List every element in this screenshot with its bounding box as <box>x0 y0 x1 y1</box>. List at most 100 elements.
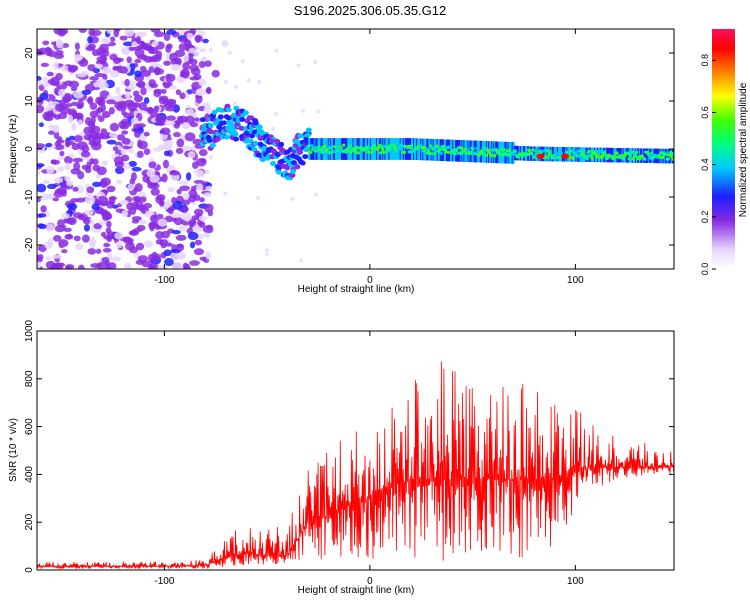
noise-blob <box>52 197 60 202</box>
noise-blob <box>196 183 204 192</box>
y-tick-label: 200 <box>24 513 35 530</box>
noise-blob <box>96 166 107 176</box>
noise-blob <box>198 78 207 87</box>
onset-blob <box>199 117 206 123</box>
colorbar-label: Normalized spectral amplitude <box>738 82 749 217</box>
noise-blob <box>113 156 124 165</box>
noise-blob <box>121 137 131 145</box>
noise-blob <box>121 209 128 218</box>
noise-blob <box>137 139 143 148</box>
carrier-band <box>420 138 423 161</box>
noise-blob <box>273 112 278 117</box>
noise-blob <box>37 254 44 260</box>
noise-blob <box>71 122 77 132</box>
noise-blob <box>116 179 123 185</box>
peak-spot <box>536 153 545 159</box>
noise-blob <box>84 83 96 92</box>
noise-blob <box>187 53 194 62</box>
noise-blob <box>40 205 47 213</box>
onset-blob <box>274 138 281 144</box>
noise-blob <box>56 166 65 172</box>
noise-blob <box>165 73 171 83</box>
carrier-blob <box>671 157 674 162</box>
carrier-band <box>491 141 494 163</box>
noise-blob <box>207 210 214 217</box>
noise-blob <box>84 195 96 205</box>
noise-blob <box>63 80 73 86</box>
noise-blob <box>121 130 129 135</box>
noise-blob <box>157 264 168 269</box>
noise-blob <box>126 56 132 64</box>
noise-blob <box>83 126 92 135</box>
carrier-band <box>400 138 403 160</box>
noise-blob <box>109 53 118 61</box>
noise-blob <box>65 140 75 146</box>
carrier-blob <box>670 152 674 156</box>
noise-blob <box>98 58 107 64</box>
noise-blob <box>76 73 87 78</box>
y-tick-label: 0 <box>24 146 35 152</box>
noise-blob <box>313 60 318 65</box>
noise-blob <box>49 81 61 86</box>
onset-blob <box>256 124 263 130</box>
noise-blob <box>37 75 42 81</box>
noise-blob <box>74 42 80 51</box>
colorbar-tick-label: 0.4 <box>700 158 710 171</box>
carrier-band <box>314 138 317 160</box>
onset-blob <box>294 164 301 170</box>
noise-blob <box>161 88 167 94</box>
noise-blob <box>132 195 142 203</box>
noise-blob <box>156 213 164 219</box>
carrier-band <box>571 147 574 162</box>
noise-blob <box>46 71 54 77</box>
noise-blob <box>186 32 194 40</box>
noise-blob <box>148 161 157 169</box>
noise-blob <box>118 121 127 129</box>
carrier-band <box>390 138 393 160</box>
noise-blob <box>100 209 109 217</box>
noise-blob <box>143 239 154 248</box>
noise-blob <box>138 102 148 111</box>
noise-blob <box>47 192 55 200</box>
noise-blob <box>221 40 229 48</box>
x-tick-label: -100 <box>154 275 174 286</box>
onset-blob <box>292 138 299 144</box>
onset-blob <box>223 134 230 140</box>
carrier-band <box>597 147 600 163</box>
noise-blob <box>85 117 92 126</box>
noise-blob <box>139 196 147 203</box>
noise-blob <box>128 160 137 167</box>
noise-blob <box>200 158 207 164</box>
noise-blob <box>110 256 122 262</box>
noise-blob <box>160 127 171 135</box>
noise-blob <box>115 208 124 213</box>
onset-blob <box>206 137 213 143</box>
noise-blob <box>54 188 65 194</box>
carrier-band <box>450 139 453 162</box>
noise-blob <box>153 88 164 95</box>
noise-blob <box>202 38 209 44</box>
noise-blob <box>175 147 184 155</box>
carrier-band <box>429 138 432 161</box>
y-tick-label: -10 <box>24 189 35 204</box>
noise-blob <box>127 80 136 86</box>
noise-blob <box>97 99 104 107</box>
noise-blob <box>246 78 251 83</box>
noise-blob <box>135 82 145 87</box>
onset-blob <box>269 160 276 166</box>
noise-blob <box>155 231 165 240</box>
noise-blob <box>135 201 144 210</box>
noise-blob <box>99 219 107 226</box>
noise-blob <box>257 80 262 85</box>
noise-blob <box>123 163 131 169</box>
x-tick-label: 100 <box>567 275 584 286</box>
noise-blob <box>40 62 50 68</box>
snr-series-line <box>37 361 674 570</box>
noise-blob <box>78 29 88 34</box>
noise-blob <box>72 113 83 119</box>
noise-blob <box>189 260 200 266</box>
carrier-band <box>483 141 486 163</box>
carrier-band <box>477 140 480 163</box>
carrier-band <box>502 141 505 164</box>
carrier-band <box>494 141 497 164</box>
